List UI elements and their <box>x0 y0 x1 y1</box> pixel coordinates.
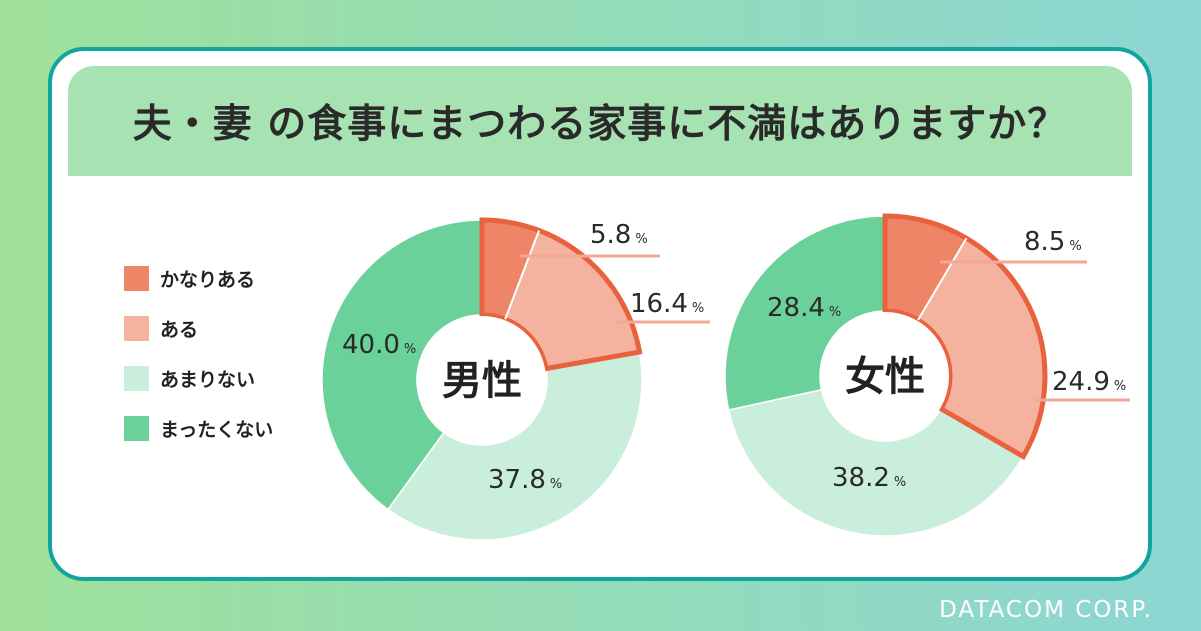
data-label: 37.8% <box>488 465 562 495</box>
legend-label: あまりない <box>160 369 256 391</box>
legend-item-aru: ある <box>124 316 273 341</box>
data-label: 5.8% <box>590 220 648 250</box>
data-label: 28.4% <box>767 293 841 323</box>
center-label: 女性 <box>845 354 925 400</box>
data-label: 16.4% <box>630 289 704 319</box>
company-name: DATACOM CORP. <box>939 597 1153 623</box>
donut-chart-male: 男性 5.8 % 16.4 % 37.8 % 40.0% <box>321 217 710 541</box>
legend: かなりある ある あまりない まったくない <box>124 266 273 466</box>
legend-label: かなりある <box>160 269 256 291</box>
page-title: 夫・妻 の食事にまつわる家事に不満はありますか？ <box>132 102 1068 147</box>
data-label: 40.0% <box>342 330 416 360</box>
data-label: 8.5% <box>1024 227 1082 257</box>
legend-label: ある <box>160 319 199 341</box>
title-band: 夫・妻 の食事にまつわる家事に不満はありますか？ <box>68 66 1132 176</box>
data-label: 38.2% <box>832 463 906 493</box>
legend-item-amari-nai: あまりない <box>124 366 273 391</box>
donut-hole <box>418 316 546 444</box>
slice-divider <box>504 230 540 320</box>
legend-item-kanari-aru: かなりある <box>124 266 273 291</box>
legend-swatch <box>124 316 149 341</box>
slice-amari-nai <box>727 388 1025 537</box>
highlight-outline <box>882 213 1048 461</box>
legend-swatch <box>124 366 149 391</box>
slice-amari-nai <box>386 351 643 541</box>
center-label: 男性 <box>442 358 522 404</box>
highlight-outline <box>479 217 643 372</box>
data-label: 24.9% <box>1052 367 1126 397</box>
donut-chart-female: 女性 8.5 % 24.9 % 38.2 % 28.4% <box>724 213 1130 537</box>
slice-mattaku-nai <box>724 215 886 411</box>
slice-divider <box>917 237 968 321</box>
slice-mattaku-nai <box>321 219 483 511</box>
legend-label: まったくない <box>160 419 274 441</box>
legend-swatch <box>124 416 149 441</box>
legend-swatch <box>124 266 149 291</box>
donut-hole <box>821 312 949 440</box>
legend-item-mattaku-nai: まったくない <box>124 416 273 441</box>
